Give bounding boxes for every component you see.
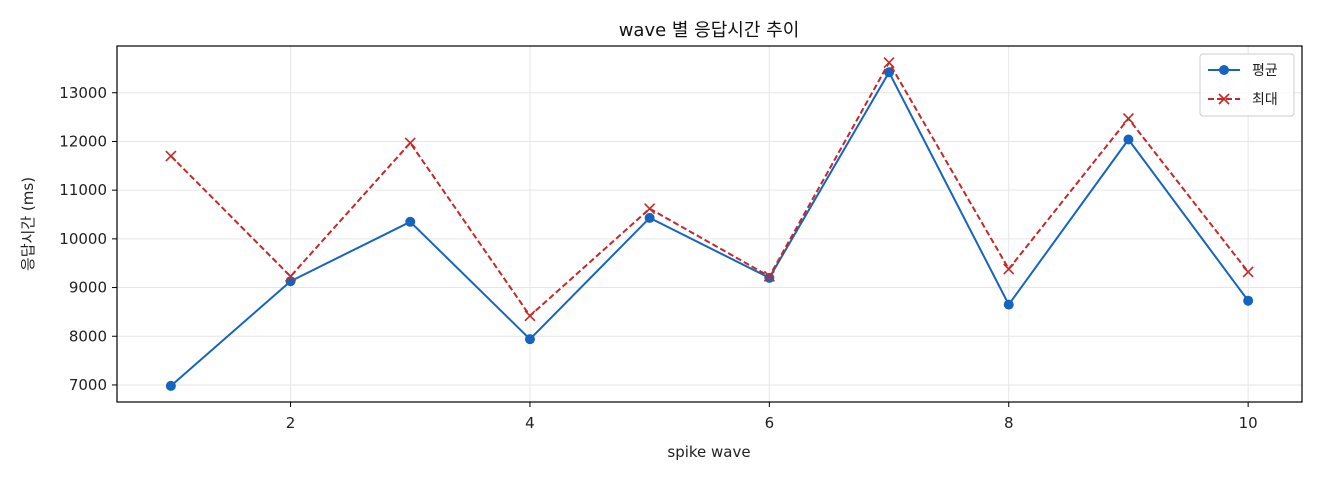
data-point [1123,134,1134,145]
y-tick-label: 8000 [69,327,107,345]
chart-title: wave 별 응답시간 추이 [619,20,800,41]
legend-box [1199,53,1295,117]
data-point [165,380,176,391]
y-tick-label: 13000 [59,84,107,102]
x-tick-label: 4 [525,414,535,432]
plot-frame [116,45,1303,403]
data-point [404,137,416,149]
y-tick-label: 9000 [69,279,107,297]
x-tick-label: 2 [286,414,296,432]
legend-marker [1219,65,1229,75]
data-point [1243,295,1254,306]
data-point [763,270,775,282]
series-layer [165,56,1254,391]
legend-marker [1218,93,1230,105]
x-tick-label: 8 [1004,414,1014,432]
y-axis-label: 응답시간 (ms) [19,177,37,271]
legend-entry-2: 최대 [1208,92,1278,108]
series-line [170,71,1249,387]
y-tick-label: 12000 [59,132,107,150]
series-line [170,61,1249,317]
data-point [644,203,656,215]
legend-entry-1: 평균 [1208,63,1278,79]
x-tick-label: 6 [765,414,775,432]
y-tick-label: 11000 [59,181,107,199]
data-point [285,276,296,287]
y-tick-label: 7000 [69,376,107,394]
axis-ticks: 2 4 6 8 10 7000 8000 9000 10000 11000 12000 13000 [59,84,1257,432]
series-1 [165,67,1254,391]
data-point [1003,263,1015,275]
y-tick-label: 10000 [59,230,107,248]
data-point [524,310,536,322]
data-point [883,56,895,69]
legend-label: 최대 [1252,92,1278,108]
data-point [644,212,655,223]
x-axis-label: spike wave [667,443,750,461]
data-point [1003,299,1014,310]
data-point [405,216,416,227]
data-point [165,150,177,162]
data-point [1242,266,1254,278]
x-tick-label: 10 [1239,414,1258,432]
legend-label: 평균 [1252,63,1278,79]
grid [117,46,1302,402]
data-point [884,67,895,78]
data-point [524,334,535,345]
data-point [1122,112,1135,125]
series-2 [165,56,1254,322]
data-point [284,270,297,282]
data-point [764,272,775,283]
